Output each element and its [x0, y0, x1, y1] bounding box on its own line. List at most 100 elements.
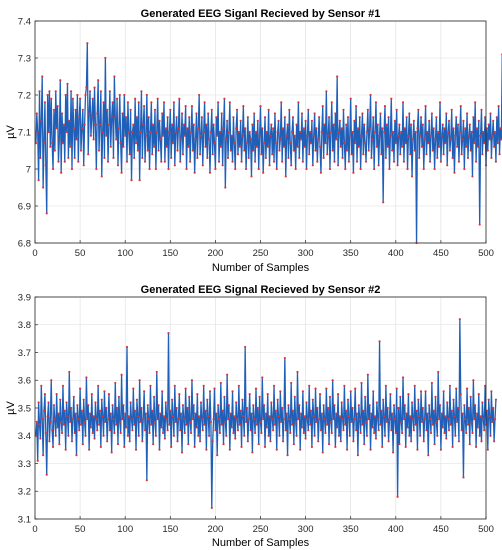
data-point [66, 415, 69, 418]
data-point [413, 384, 416, 387]
x-tick-label: 400 [388, 524, 404, 535]
data-point [344, 423, 347, 426]
data-point [267, 108, 270, 111]
data-point [438, 145, 441, 148]
data-point [336, 393, 340, 396]
data-point [126, 434, 130, 437]
data-point [238, 423, 241, 426]
data-point [451, 445, 454, 448]
data-point [472, 379, 475, 382]
data-point [411, 138, 415, 141]
data-point [225, 434, 228, 437]
data-point [356, 127, 360, 130]
y-tick-label: 3.6 [18, 376, 31, 387]
data-point [311, 398, 314, 401]
data-point [311, 164, 314, 167]
data-point [272, 127, 275, 130]
data-point [244, 127, 247, 130]
data-point [478, 434, 481, 437]
data-point [96, 429, 99, 432]
data-point [408, 434, 411, 437]
data-point [169, 108, 172, 111]
data-point [292, 442, 295, 446]
data-point [47, 401, 50, 404]
data-point [219, 145, 222, 148]
data-point [397, 134, 400, 137]
data-point [218, 431, 222, 435]
data-point [443, 431, 446, 435]
data-point [426, 130, 429, 134]
data-point [231, 160, 234, 163]
data-point [246, 116, 249, 119]
data-point [134, 409, 137, 412]
data-point [73, 431, 76, 435]
data-point [38, 423, 41, 426]
chart-sensor-1: 0 50 100 150 200 250 300 350 400 450 500 6.8 6.9 7 7.1… [5, 8, 502, 274]
data-point [194, 412, 197, 415]
data-point [327, 116, 331, 119]
data-point [251, 451, 254, 454]
data-point [204, 145, 207, 148]
data-point [130, 179, 133, 182]
data-point [250, 412, 253, 415]
chart-title: Generated EEG Siganl Recieved by Sensor … [141, 8, 381, 20]
x-tick-label: 250 [253, 524, 269, 535]
data-point [403, 127, 406, 130]
data-point [229, 412, 232, 415]
data-point [217, 418, 221, 421]
data-point [169, 409, 172, 412]
data-point [88, 112, 91, 115]
data-point [44, 164, 47, 167]
data-point [163, 437, 166, 440]
data-point [182, 123, 185, 126]
data-point [368, 127, 371, 130]
data-point [411, 418, 415, 421]
data-point [120, 171, 123, 174]
data-point [226, 119, 229, 122]
data-point [191, 149, 194, 152]
data-point [236, 429, 240, 432]
data-point [386, 145, 389, 148]
data-point [342, 108, 345, 111]
data-point [398, 442, 401, 446]
data-point [257, 442, 260, 446]
data-point [62, 423, 65, 426]
data-point [476, 145, 479, 148]
data-point [336, 75, 339, 78]
data-point [457, 160, 461, 163]
y-axis-label: µV [5, 401, 17, 415]
data-point [462, 476, 465, 479]
data-point [304, 437, 307, 440]
data-point [135, 116, 139, 119]
data-point [290, 423, 294, 426]
data-point [222, 127, 225, 130]
data-point [447, 119, 451, 122]
data-point [123, 445, 126, 448]
data-point [171, 415, 175, 418]
data-point [458, 130, 461, 134]
data-point [310, 445, 314, 448]
data-point [339, 440, 342, 443]
data-point [409, 415, 412, 418]
data-point [66, 82, 69, 85]
data-point [340, 127, 343, 130]
data-point [401, 101, 405, 104]
data-point [183, 431, 186, 435]
x-tick-label: 500 [478, 248, 494, 259]
data-point [410, 401, 414, 404]
data-point [154, 434, 157, 437]
data-point [447, 130, 450, 134]
data-point [490, 156, 493, 159]
data-point [396, 495, 399, 498]
data-point [266, 393, 269, 396]
data-point [416, 127, 419, 130]
data-point [98, 409, 102, 412]
data-point [469, 149, 472, 152]
data-point [158, 448, 161, 451]
data-point [92, 415, 95, 418]
data-point [88, 448, 91, 451]
data-point [253, 418, 256, 421]
data-point [149, 130, 152, 134]
data-point [235, 401, 238, 404]
data-point [249, 138, 252, 141]
